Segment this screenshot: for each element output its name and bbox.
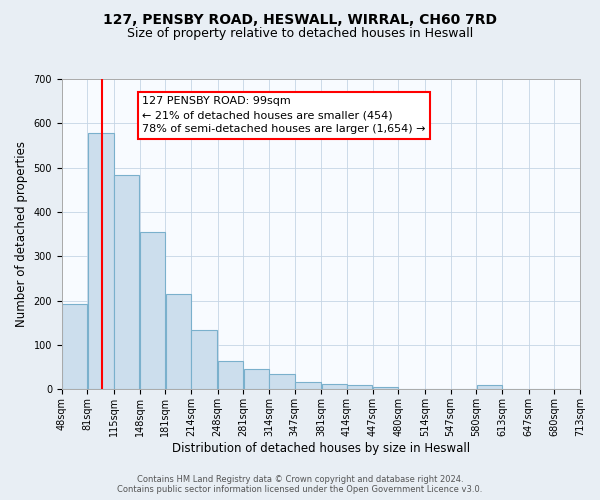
- Bar: [347, 386, 373, 390]
- Text: Size of property relative to detached houses in Heswall: Size of property relative to detached ho…: [127, 28, 473, 40]
- Bar: [373, 387, 398, 390]
- X-axis label: Distribution of detached houses by size in Heswall: Distribution of detached houses by size …: [172, 442, 470, 455]
- Bar: [114, 175, 139, 390]
- Bar: [62, 304, 87, 390]
- Y-axis label: Number of detached properties: Number of detached properties: [15, 141, 28, 327]
- Bar: [322, 384, 347, 390]
- Bar: [476, 385, 502, 390]
- Bar: [244, 370, 269, 390]
- Text: Contains HM Land Registry data © Crown copyright and database right 2024.: Contains HM Land Registry data © Crown c…: [137, 475, 463, 484]
- Bar: [295, 382, 321, 390]
- Text: 127, PENSBY ROAD, HESWALL, WIRRAL, CH60 7RD: 127, PENSBY ROAD, HESWALL, WIRRAL, CH60 …: [103, 12, 497, 26]
- Bar: [88, 133, 114, 390]
- Bar: [269, 374, 295, 390]
- Bar: [140, 232, 165, 390]
- Text: Contains public sector information licensed under the Open Government Licence v3: Contains public sector information licen…: [118, 485, 482, 494]
- Text: 127 PENSBY ROAD: 99sqm
← 21% of detached houses are smaller (454)
78% of semi-de: 127 PENSBY ROAD: 99sqm ← 21% of detached…: [142, 96, 425, 134]
- Bar: [218, 360, 243, 390]
- Bar: [166, 294, 191, 390]
- Bar: [191, 330, 217, 390]
